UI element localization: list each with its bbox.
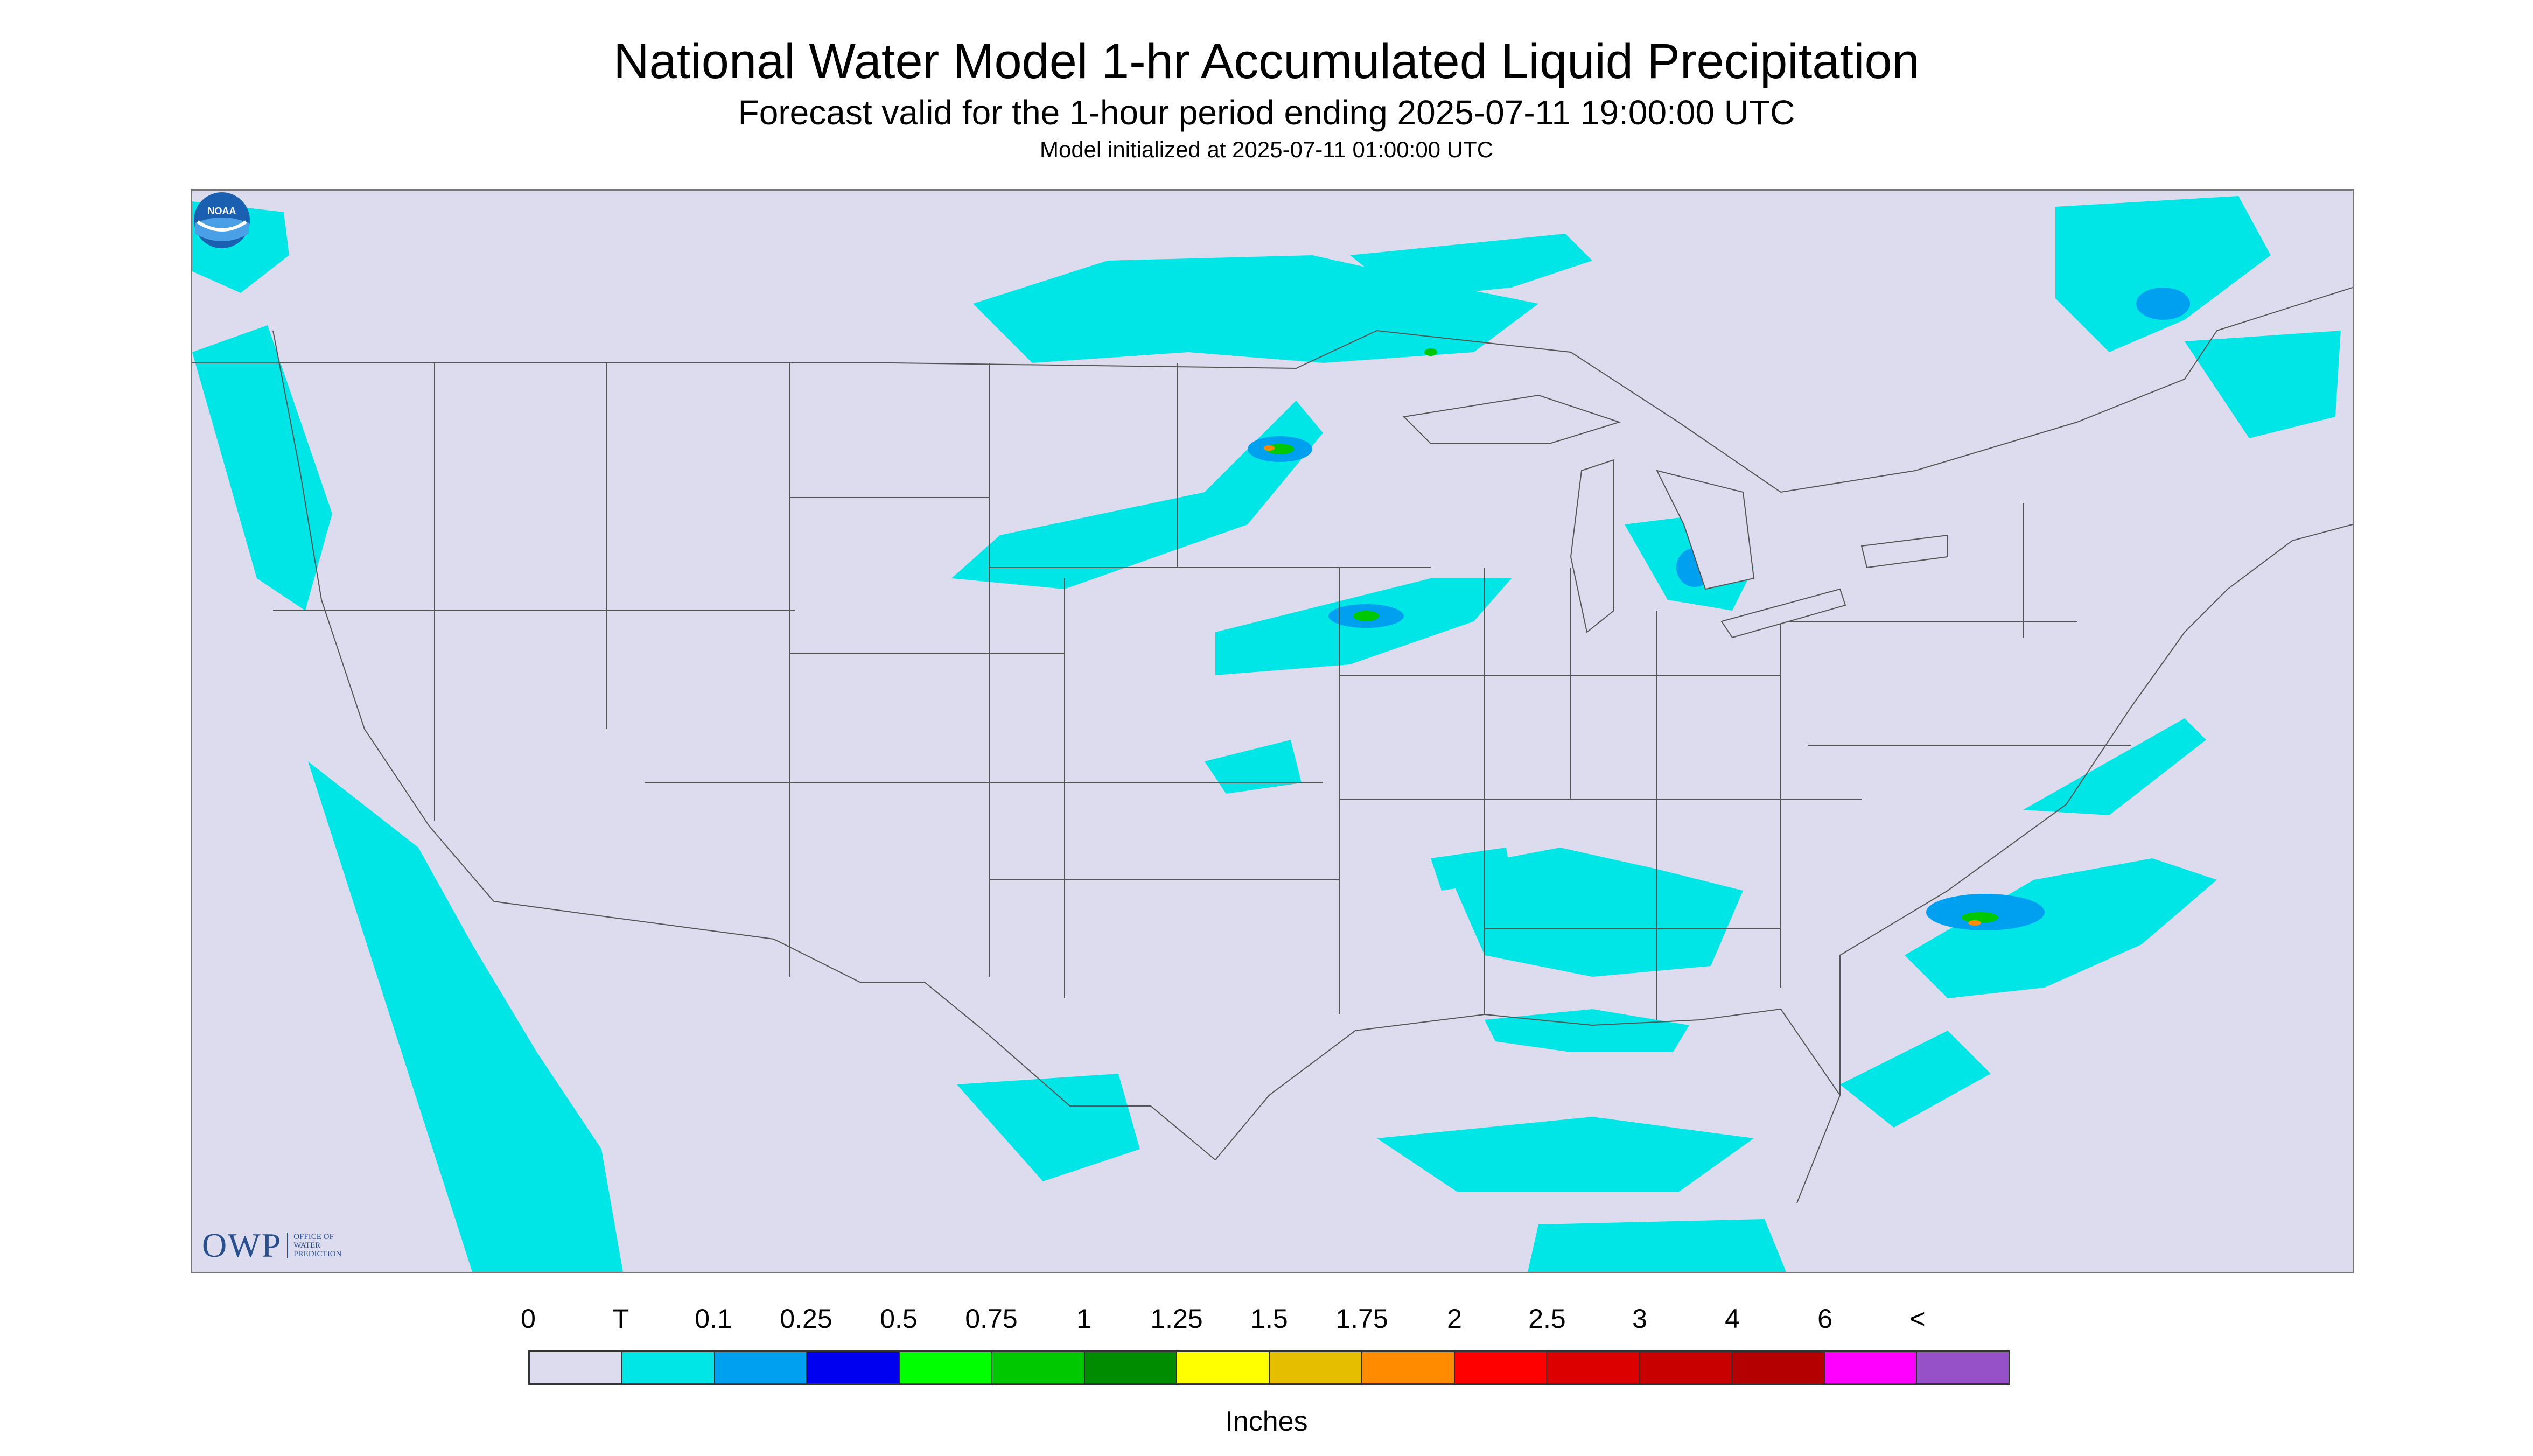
florida-atlantic-rain xyxy=(1840,1031,1991,1128)
legend-swatch xyxy=(715,1352,808,1383)
precipitation-map: OWP OFFICE OF WATER PREDICTION NOAA xyxy=(191,189,2354,1273)
owp-logo: OWP OFFICE OF WATER PREDICTION xyxy=(202,1226,342,1265)
legend-tick-label: 0 xyxy=(521,1304,536,1334)
noaa-logo: NOAA xyxy=(194,192,250,248)
lake-michigan xyxy=(1570,459,1614,633)
quebec-rain xyxy=(2055,196,2271,352)
lake-superior xyxy=(1402,394,1621,444)
legend-swatch xyxy=(1640,1352,1732,1383)
legend-tick-label: 3 xyxy=(1632,1304,1647,1334)
legend-swatch xyxy=(1547,1352,1640,1383)
legend-swatch xyxy=(1084,1352,1178,1383)
lake-erie xyxy=(1720,588,1846,639)
precip-moderate-cores xyxy=(1248,288,2190,930)
mexico-border xyxy=(612,917,1216,1160)
east-coast xyxy=(1839,524,2353,1095)
legend-tick-label: 1.5 xyxy=(1250,1304,1288,1334)
legend-tick-label: 2.5 xyxy=(1528,1304,1566,1334)
legend-swatch xyxy=(1454,1352,1548,1383)
legend-tick-label: 6 xyxy=(1817,1304,1832,1334)
pacific-ocean-rain xyxy=(192,325,332,611)
legend-tick-label: 0.1 xyxy=(695,1304,732,1334)
legend-swatch xyxy=(1270,1352,1362,1383)
lake-ontario xyxy=(1860,534,1948,569)
legend-tick-label: 0.75 xyxy=(965,1304,1018,1334)
great-lakes xyxy=(1402,394,1948,639)
owp-logo-text: OFFICE OF WATER PREDICTION xyxy=(287,1233,342,1258)
legend-tick-label: 1.25 xyxy=(1150,1304,1203,1334)
legend-swatch xyxy=(622,1352,715,1383)
legend-tick-label: 0.5 xyxy=(880,1304,918,1334)
legend-tick-label: 4 xyxy=(1725,1304,1740,1334)
svg-text:NOAA: NOAA xyxy=(208,206,236,216)
legend-tick-label: 0.25 xyxy=(780,1304,832,1334)
ohio-valley-rain xyxy=(1431,848,1512,891)
legend-swatch xyxy=(1824,1352,1918,1383)
legend-tick-label: < xyxy=(1909,1304,1926,1334)
map-title: National Water Model 1-hr Accumulated Li… xyxy=(613,34,1920,89)
legend-swatch xyxy=(900,1352,992,1383)
precip-trace-areas xyxy=(192,196,2341,1272)
owp-logo-mark: OWP xyxy=(202,1226,282,1264)
lake-superior-rain xyxy=(1350,234,1592,298)
lake-huron xyxy=(1656,470,1755,590)
model-initialized-subtitle: Model initialized at 2025-07-11 01:00:00… xyxy=(1039,137,1494,162)
legend-swatch xyxy=(530,1352,622,1383)
legend-swatch xyxy=(1362,1352,1455,1383)
new-england-rain xyxy=(2185,331,2341,438)
canada-border xyxy=(192,287,2353,493)
no-data-left-wedge xyxy=(192,578,472,1272)
oklahoma-rain xyxy=(1205,740,1302,794)
legend-swatch xyxy=(992,1352,1085,1383)
legend-swatch xyxy=(1917,1352,2009,1383)
west-coast xyxy=(272,330,613,918)
legend-tick-label: 2 xyxy=(1447,1304,1462,1334)
atlantic-carolinas-rain xyxy=(1905,858,2217,998)
gulf-states-rain xyxy=(1447,848,1743,977)
political-boundaries xyxy=(192,287,2353,1203)
map-canvas xyxy=(192,196,2353,1272)
montana-dakotas-band xyxy=(951,401,1323,589)
legend-units-label: Inches xyxy=(1225,1406,1308,1437)
southern-gulf-rain xyxy=(1528,1219,1786,1272)
gulf-of-mexico-rain xyxy=(1377,1117,1754,1192)
legend-swatch xyxy=(807,1352,900,1383)
forecast-valid-subtitle: Forecast valid for the 1-hour period end… xyxy=(738,93,1795,132)
legend-tick-label: 1.75 xyxy=(1335,1304,1388,1334)
precip-colorbar xyxy=(528,1350,2010,1385)
legend-tick-labels: 0 T 0.1 0.25 0.5 0.75 1 1.25 1.5 1.75 2 2.5 3 4 6 < xyxy=(0,1303,2533,1341)
gulf-coast-rain xyxy=(1485,1009,1689,1052)
pacific-baja-rain xyxy=(308,761,623,1272)
legend-swatch xyxy=(1732,1352,1825,1383)
legend-swatch xyxy=(1177,1352,1270,1383)
no-data-right-wedge xyxy=(1996,449,2353,1272)
gulf-coast xyxy=(1215,1008,1841,1203)
legend-tick-label: 1 xyxy=(1076,1304,1091,1334)
mexico-rain xyxy=(957,1074,1140,1181)
legend-tick-label: T xyxy=(612,1304,629,1334)
atlantic-offshore-band xyxy=(2023,718,2206,815)
